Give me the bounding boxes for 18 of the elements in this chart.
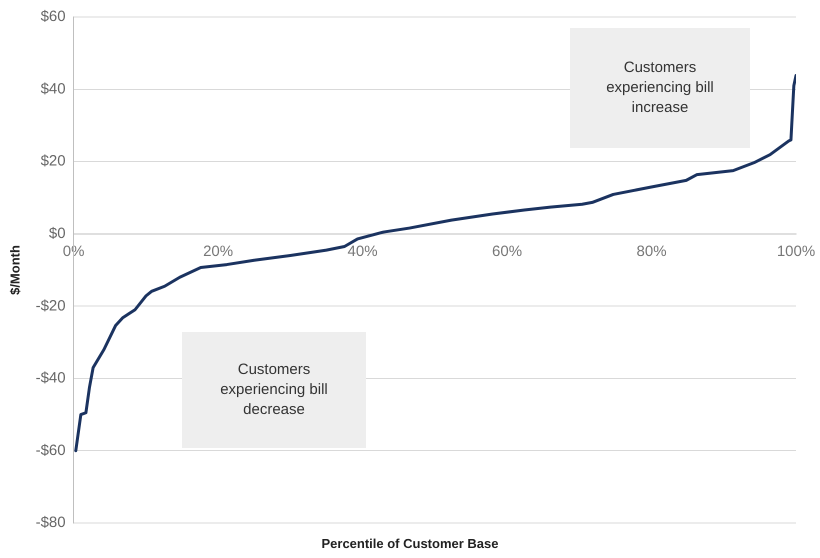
x-tick-label: 80% (636, 243, 667, 260)
x-tick-label: 20% (203, 243, 234, 260)
x-tick-label: 0% (62, 243, 84, 260)
y-tick-label: $0 (48, 225, 66, 242)
x-axis-title: Percentile of Customer Base (320, 536, 500, 551)
y-tick-label: -$60 (36, 442, 66, 459)
x-tick-label: 100% (776, 243, 816, 260)
callout-box: Customers experiencing bill increase (570, 28, 750, 148)
y-tick-label: $60 (40, 8, 66, 26)
y-tick-label: $40 (40, 80, 66, 98)
y-axis-title: $/Month (7, 245, 22, 295)
x-tick-label: 60% (492, 243, 522, 260)
y-tick-label: -$40 (36, 370, 66, 387)
x-tick-label: 40% (348, 243, 378, 260)
callout-box: Customers experiencing bill decrease (182, 332, 366, 448)
y-tick-label: $20 (40, 152, 66, 170)
y-tick-label: -$20 (36, 297, 66, 314)
y-tick-label: -$80 (36, 514, 66, 532)
